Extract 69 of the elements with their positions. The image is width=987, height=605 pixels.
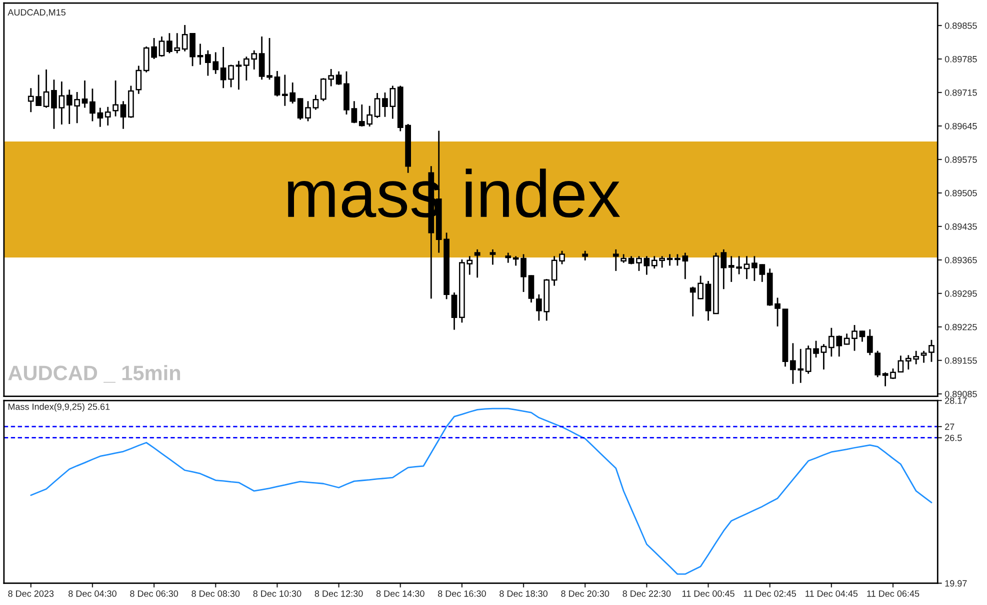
candlestick [474, 248, 480, 278]
candlestick [236, 60, 242, 90]
candlestick [266, 37, 272, 80]
y-tick-label: 0.89365 [944, 256, 977, 264]
candlestick [890, 368, 896, 380]
candlestick [582, 250, 588, 262]
candlestick [374, 92, 380, 119]
y-tick-label: 0.89225 [944, 324, 977, 330]
candlestick [920, 350, 927, 364]
candlestick [636, 255, 642, 272]
candlestick [136, 65, 142, 95]
x-tick-label: 8 Dec 18:30 [500, 590, 548, 597]
y-tick-label: 0.89785 [944, 56, 977, 62]
x-tick-label: 11 Dec 04:45 [806, 590, 858, 597]
candlestick [258, 36, 265, 80]
x-tick-label: 8 Dec 20:30 [561, 590, 610, 597]
candlestick [112, 80, 118, 118]
y-tick-label: 0.89085 [944, 390, 977, 398]
candlestick [120, 100, 126, 130]
candlestick [744, 255, 750, 280]
y-tick-label: 27 [945, 424, 954, 430]
candlestick [197, 42, 204, 66]
x-tick-label: 8 Dec 2023 [8, 590, 54, 597]
x-tick-label: 8 Dec 08:30 [192, 590, 240, 597]
candlestick [612, 248, 619, 272]
x-tick-label: 8 Dec 12:30 [314, 590, 363, 597]
candlestick [104, 106, 111, 126]
x-tick-label: 8 Dec 22:30 [622, 590, 671, 597]
y-tick-label: 28.17 [945, 397, 967, 404]
candlestick [820, 343, 827, 370]
candlestick [666, 253, 673, 266]
y-tick-label: 26.5 [945, 434, 962, 442]
candlestick [158, 36, 165, 58]
x-tick-label: 8 Dec 10:30 [253, 590, 302, 597]
candlestick [305, 100, 311, 122]
candlestick [43, 68, 50, 108]
y-tick-label: 0.89505 [944, 190, 977, 196]
y-tick-label: 0.89155 [944, 357, 977, 364]
y-tick-label: 0.89435 [944, 223, 977, 230]
candlestick [644, 255, 650, 276]
candlestick [898, 354, 904, 374]
x-tick-label: 11 Dec 02:45 [744, 590, 796, 597]
candlestick [859, 330, 866, 342]
candlestick [490, 248, 496, 266]
candlestick [336, 70, 342, 86]
y-tick-label: 0.89575 [944, 156, 977, 163]
annotation: AUDCAD _ 15min [8, 365, 180, 383]
y-tick-label: 0.89645 [944, 122, 977, 130]
candlestick [882, 372, 888, 387]
x-tick-label: 8 Dec 16:30 [438, 590, 486, 597]
candlestick [928, 339, 934, 363]
y-tick-label: 0.89295 [944, 290, 977, 297]
y-tick-label: 0.89715 [944, 89, 977, 96]
candlestick [451, 292, 458, 330]
candlestick [297, 98, 304, 120]
y-tick-label: 19.97 [945, 580, 967, 587]
candlestick [82, 80, 88, 108]
candlestick [274, 70, 280, 98]
x-tick-label: 11 Dec 00:45 [682, 590, 734, 597]
chart-title: Mass Index(9,9,25) 25.61 [8, 403, 110, 412]
text: AUDCAD,M15 [8, 9, 66, 17]
x-tick-label: 8 Dec 14:30 [376, 590, 424, 597]
x-tick-label: 11 Dec 06:45 [867, 590, 920, 597]
x-tick-label: 8 Dec 04:30 [68, 590, 116, 597]
candlestick [528, 274, 534, 304]
y-tick-label: 0.89855 [944, 22, 977, 29]
x-tick-label: 8 Dec 06:30 [130, 590, 178, 597]
candlestick [505, 252, 512, 264]
candlestick [312, 94, 319, 110]
